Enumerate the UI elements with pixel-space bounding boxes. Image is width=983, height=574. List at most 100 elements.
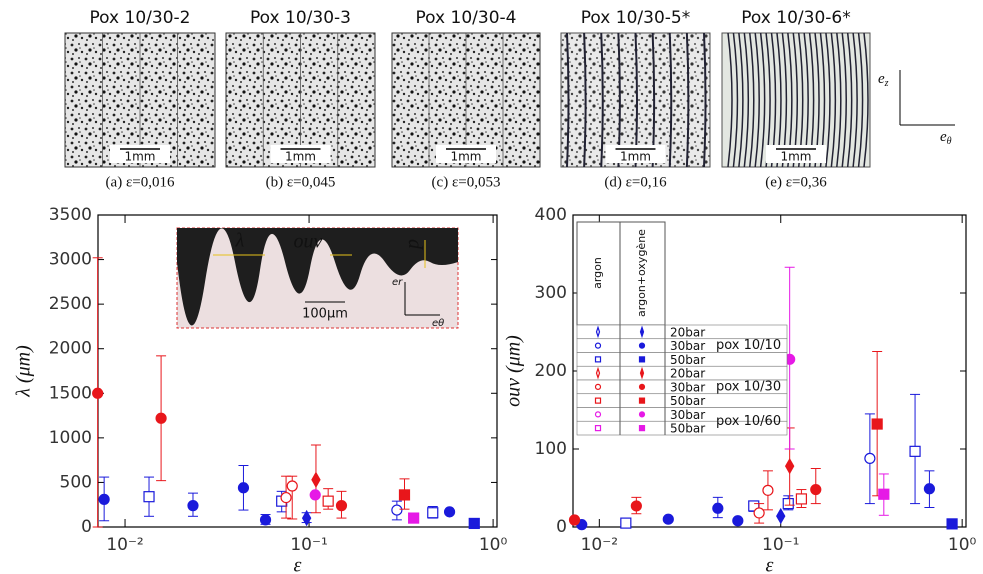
panel-caption: (b) ε=0,045 bbox=[266, 174, 336, 190]
data-point bbox=[776, 507, 786, 525]
inset-scale: 100μm bbox=[302, 307, 348, 322]
scale-label: 1mm bbox=[620, 150, 651, 164]
data-point bbox=[784, 457, 795, 475]
data-point bbox=[762, 484, 774, 496]
data-point bbox=[427, 507, 439, 519]
panel-title: Pox 10/30-6* bbox=[741, 8, 850, 28]
legend-marker bbox=[638, 356, 646, 363]
legend-marker bbox=[595, 325, 601, 339]
scale-label: 1mm bbox=[450, 150, 481, 164]
legend-label: 30bar bbox=[670, 339, 705, 353]
panel-title: Pox 10/30-5* bbox=[581, 8, 690, 28]
data-point bbox=[878, 488, 890, 500]
y-tick-label: 2500 bbox=[49, 294, 92, 314]
crack bbox=[836, 32, 842, 168]
x-tick-label: 10⁰ bbox=[948, 535, 977, 555]
legend-box bbox=[576, 221, 666, 326]
crack bbox=[583, 32, 587, 168]
crack bbox=[732, 32, 739, 168]
panel-caption: (c) ε=0,053 bbox=[432, 174, 501, 190]
y-tick-label: 3500 bbox=[49, 205, 92, 225]
legend-group: pox 10/60 bbox=[716, 414, 781, 429]
y-tick-label: 100 bbox=[535, 439, 567, 459]
data-point bbox=[335, 500, 348, 512]
legend-marker bbox=[594, 411, 602, 418]
crack bbox=[857, 32, 864, 168]
data-point bbox=[143, 491, 155, 503]
data-point bbox=[871, 418, 883, 430]
data-point bbox=[237, 482, 250, 494]
legend-header: argon+oxygène bbox=[635, 229, 648, 317]
data-point bbox=[620, 517, 632, 529]
legend-marker bbox=[594, 397, 602, 404]
crack bbox=[863, 32, 869, 168]
legend-marker bbox=[638, 383, 646, 390]
data-point bbox=[443, 506, 456, 518]
y-axis-label: ouv (μm) bbox=[503, 335, 525, 407]
x-tick-label: 10⁻¹ bbox=[762, 535, 799, 555]
crack bbox=[738, 32, 744, 168]
legend-label: 30bar bbox=[670, 380, 705, 394]
data-point bbox=[468, 517, 480, 530]
legend-label: 20bar bbox=[670, 325, 705, 339]
scale-label: 1mm bbox=[124, 150, 155, 164]
data-point bbox=[753, 507, 765, 519]
crack bbox=[743, 32, 750, 168]
legend-marker bbox=[638, 411, 646, 418]
data-point bbox=[923, 483, 936, 495]
panel-caption: (e) ε=0,36 bbox=[765, 174, 827, 190]
legend-group: pox 10/30 bbox=[716, 379, 781, 394]
x-tick-label: 10⁻² bbox=[106, 535, 143, 555]
data-point bbox=[782, 498, 794, 510]
crack bbox=[685, 32, 690, 168]
crack bbox=[852, 32, 858, 168]
data-point bbox=[946, 518, 958, 530]
crack bbox=[749, 32, 755, 168]
legend-row bbox=[576, 420, 788, 436]
panel-title: Pox 10/30-3 bbox=[250, 8, 351, 28]
panel-caption: (d) ε=0,16 bbox=[604, 174, 667, 190]
data-point bbox=[712, 502, 724, 514]
legend-marker bbox=[638, 342, 646, 349]
y-tick-label: 300 bbox=[535, 283, 567, 303]
y-tick-label: 1500 bbox=[49, 383, 92, 403]
ez-label: ez bbox=[878, 71, 889, 89]
ez-base: e bbox=[878, 71, 885, 87]
x-axis-label: ε bbox=[294, 555, 302, 574]
legend-marker bbox=[638, 425, 646, 432]
legend-label: 50bar bbox=[670, 394, 705, 408]
data-point bbox=[322, 495, 334, 507]
y-tick-label: 1000 bbox=[49, 428, 92, 448]
etheta-base: e bbox=[940, 129, 947, 145]
scale-label: 1mm bbox=[780, 150, 811, 164]
data-point bbox=[630, 500, 642, 512]
crack bbox=[703, 32, 707, 168]
legend-header: argon bbox=[591, 257, 604, 289]
data-point bbox=[795, 493, 808, 505]
legend-marker bbox=[594, 342, 602, 349]
data-point bbox=[98, 493, 110, 505]
y-tick-label: 500 bbox=[60, 472, 92, 492]
crack bbox=[600, 32, 604, 168]
crack bbox=[759, 32, 766, 168]
data-point bbox=[398, 489, 411, 501]
y-tick-label: 3000 bbox=[49, 250, 92, 270]
legend-label: 30bar bbox=[670, 408, 705, 422]
scale-label: 1mm bbox=[285, 150, 316, 164]
y-tick-label: 400 bbox=[535, 205, 567, 225]
y-tick-label: 2000 bbox=[49, 339, 92, 359]
data-point bbox=[909, 445, 921, 457]
panel-title: Pox 10/30-4 bbox=[416, 8, 517, 28]
y-tick-label: 0 bbox=[81, 517, 92, 537]
etheta-sub: θ bbox=[947, 136, 952, 147]
data-point bbox=[810, 483, 822, 496]
panel-title: Pox 10/30-2 bbox=[90, 8, 191, 28]
x-tick-label: 10⁻² bbox=[581, 535, 618, 555]
data-point bbox=[92, 387, 104, 399]
axis-frame: ez eθ bbox=[878, 70, 955, 147]
etheta-label: eθ bbox=[940, 129, 952, 147]
legend-marker bbox=[639, 366, 645, 380]
crack bbox=[825, 32, 831, 168]
data-point bbox=[259, 514, 272, 526]
data-point bbox=[391, 504, 403, 516]
